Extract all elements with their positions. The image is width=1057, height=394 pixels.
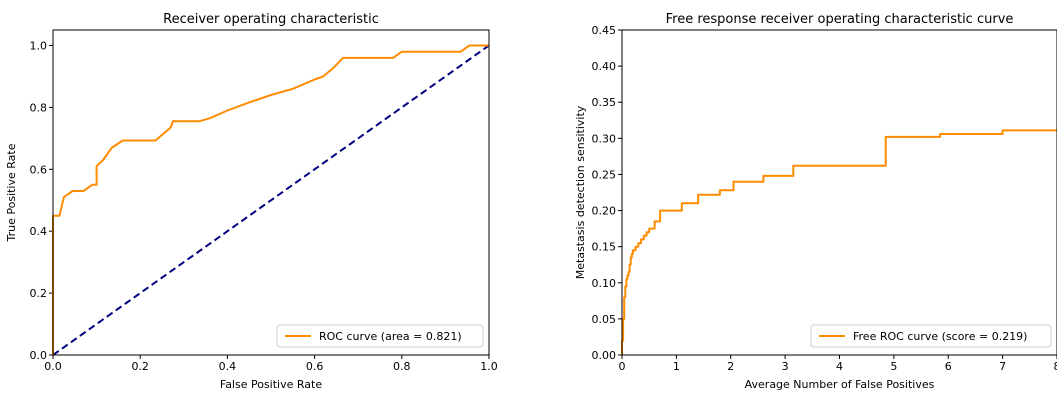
roc-series [52, 44, 490, 356]
froc-x-tick-label: 4 [836, 360, 843, 373]
froc-chart-panel: Free response receiver operating charact… [574, 12, 1057, 391]
roc-y-tick-label: 0.2 [30, 287, 48, 300]
froc-x-tick-label: 3 [782, 360, 789, 373]
roc-chance-diagonal-line [52, 44, 490, 356]
roc-curve-line [52, 44, 489, 355]
froc-y-tick-label: 0.05 [592, 313, 617, 326]
froc-y-tick-label: 0.30 [592, 132, 617, 145]
roc-x-tick-label: 0.0 [44, 360, 62, 373]
roc-legend: ROC curve (area = 0.821) [276, 324, 484, 348]
roc-ticks: 0.0 0.2 0.4 0.6 0.8 1.0 0.0 0.2 0.4 0.6 0.8 1.0 [30, 39, 498, 373]
froc-y-tick-label: 0.35 [592, 96, 617, 109]
froc-chart-title: Free response receiver operating charact… [666, 12, 1014, 27]
roc-y-tick-label: 1.0 [30, 39, 48, 52]
froc-plot-frame [621, 29, 1057, 356]
roc-x-tick-label: 0.8 [393, 360, 411, 373]
froc-y-tick-label: 0.25 [592, 168, 617, 181]
roc-y-tick-label: 0.0 [30, 349, 48, 362]
froc-y-tick-label: 0.00 [592, 349, 617, 362]
froc-legend-label: Free ROC curve (score = 0.219) [853, 330, 1027, 343]
froc-x-tick-label: 2 [727, 360, 734, 373]
roc-x-tick-label: 1.0 [480, 360, 498, 373]
froc-curve-line [621, 129, 1057, 355]
roc-y-tick-label: 0.6 [30, 163, 48, 176]
froc-x-tick-label: 0 [619, 360, 626, 373]
froc-y-tick-label: 0.20 [592, 205, 617, 218]
roc-y-tick-label: 0.8 [30, 101, 48, 114]
roc-chart-title: Receiver operating characteristic [163, 12, 379, 27]
roc-x-axis-label: False Positive Rate [220, 378, 322, 391]
roc-legend-box [276, 324, 484, 348]
froc-x-tick-label: 8 [1054, 360, 1057, 373]
froc-legend: Free ROC curve (score = 0.219) [810, 324, 1052, 348]
froc-y-tick-label: 0.15 [592, 241, 617, 254]
roc-chart-panel: Receiver operating characteristic False … [5, 12, 498, 391]
roc-legend-label: ROC curve (area = 0.821) [319, 330, 462, 343]
roc-y-axis-label: True Positive Rate [5, 143, 18, 242]
froc-y-axis-label: Metastasis detection sensitivity [574, 105, 587, 279]
froc-x-tick-label: 7 [999, 360, 1006, 373]
froc-ticks: 0 1 2 3 4 5 6 7 8 0.00 0.05 0.10 0.15 0.20 0.25 0.30 0.3… [592, 24, 1057, 373]
froc-y-tick-label: 0.10 [592, 277, 617, 290]
roc-x-tick-label: 0.4 [219, 360, 237, 373]
froc-x-tick-label: 5 [890, 360, 897, 373]
froc-x-tick-label: 1 [673, 360, 680, 373]
roc-x-tick-label: 0.6 [306, 360, 324, 373]
roc-plot-frame [52, 29, 490, 356]
roc-y-tick-label: 0.4 [30, 225, 48, 238]
froc-x-axis-label: Average Number of False Positives [745, 378, 935, 391]
froc-series [621, 129, 1057, 355]
roc-x-tick-label: 0.2 [131, 360, 149, 373]
froc-y-tick-label: 0.40 [592, 60, 617, 73]
froc-legend-box [810, 324, 1052, 348]
froc-x-tick-label: 6 [945, 360, 952, 373]
froc-y-tick-label: 0.45 [592, 24, 617, 37]
